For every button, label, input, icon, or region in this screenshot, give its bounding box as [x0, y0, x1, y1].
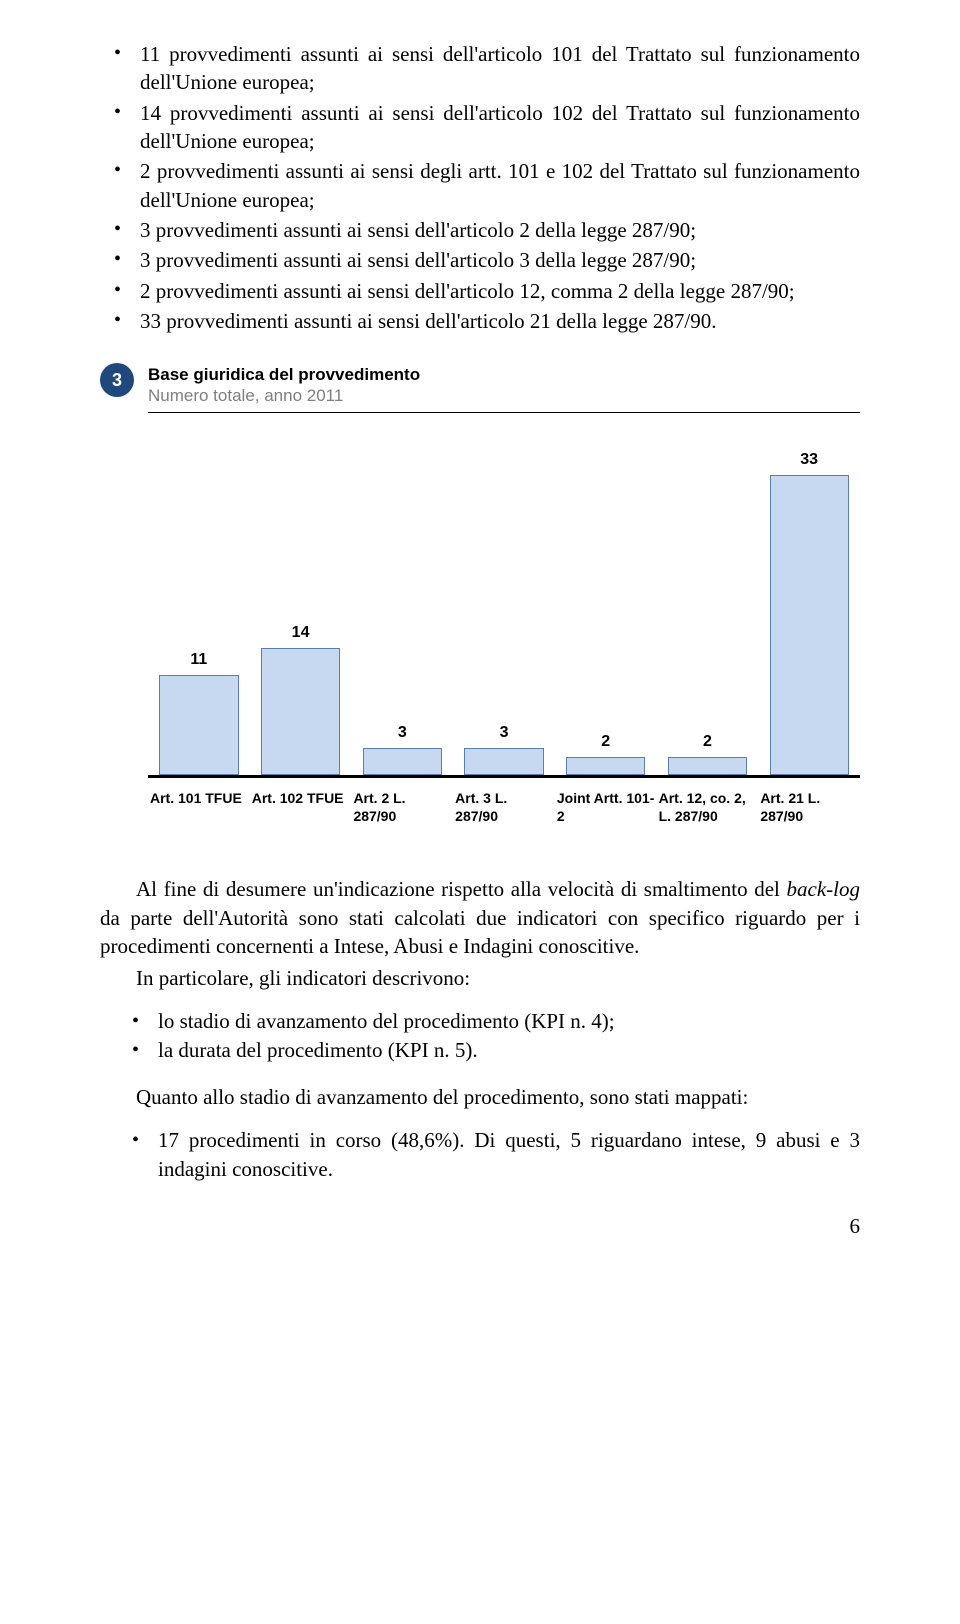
bar-cell: 14	[250, 624, 352, 775]
chart-title-wrap: Base giuridica del provvedimento Numero …	[148, 365, 860, 413]
bar-rect	[566, 757, 645, 775]
chart-title: Base giuridica del provvedimento	[148, 365, 860, 385]
labels-row: Art. 101 TFUEArt. 102 TFUEArt. 2 L. 287/…	[148, 790, 860, 825]
list-item: lo stadio di avanzamento del procediment…	[100, 1007, 860, 1036]
top-bullet-list: 11 provvedimenti assunti ai sensi dell'a…	[100, 40, 860, 335]
chart-subtitle: Numero totale, anno 2011	[148, 386, 860, 406]
list-item: 2 provvedimenti assunti ai sensi degli a…	[100, 157, 860, 214]
category-label: Joint Artt. 101-2	[555, 790, 657, 825]
category-label: Art. 3 L. 287/90	[453, 790, 555, 825]
bar-cell: 11	[148, 651, 250, 775]
chart-block: 3 Base giuridica del provvedimento Numer…	[100, 365, 860, 835]
bar-rect	[261, 648, 340, 775]
chart-header: 3 Base giuridica del provvedimento Numer…	[100, 365, 860, 413]
category-label: Art. 102 TFUE	[250, 790, 352, 825]
list-item: 3 provvedimenti assunti ai sensi dell'ar…	[100, 216, 860, 244]
bar-cell: 2	[657, 733, 759, 775]
list-item: 2 provvedimenti assunti ai sensi dell'ar…	[100, 277, 860, 305]
category-label: Art. 21 L. 287/90	[758, 790, 860, 825]
page: 11 provvedimenti assunti ai sensi dell'a…	[0, 0, 960, 1263]
list-item: 3 provvedimenti assunti ai sensi dell'ar…	[100, 246, 860, 274]
bar-value-label: 11	[190, 651, 207, 669]
paragraph: Al fine di desumere un'indicazione rispe…	[100, 875, 860, 960]
bar-value-label: 2	[601, 733, 610, 751]
category-label: Art. 2 L. 287/90	[351, 790, 453, 825]
list-item: 33 provvedimenti assunti ai sensi dell'a…	[100, 307, 860, 335]
chart-canvas: 1114332233 Art. 101 TFUEArt. 102 TFUEArt…	[148, 435, 860, 835]
bar-cell: 2	[555, 733, 657, 775]
list-item: la durata del procedimento (KPI n. 5).	[100, 1036, 860, 1065]
paragraph: In particolare, gli indicatori descrivon…	[100, 964, 860, 992]
bar-rect	[668, 757, 747, 775]
list-item: 11 provvedimenti assunti ai sensi dell'a…	[100, 40, 860, 97]
text: Al fine di desumere un'indicazione rispe…	[136, 877, 787, 901]
chart-rule	[148, 412, 860, 413]
bar-cell: 3	[351, 724, 453, 775]
category-label: Art. 101 TFUE	[148, 790, 250, 825]
list-item: 17 procedimenti in corso (48,6%). Di que…	[100, 1126, 860, 1185]
mid-bullet-list: lo stadio di avanzamento del procediment…	[100, 1007, 860, 1066]
list-item: 14 provvedimenti assunti ai sensi dell'a…	[100, 99, 860, 156]
chart-number-badge: 3	[100, 363, 134, 397]
paragraph: Quanto allo stadio di avanzamento del pr…	[100, 1083, 860, 1111]
category-label: Art. 12, co. 2, L. 287/90	[657, 790, 759, 825]
bar-value-label: 3	[398, 724, 407, 742]
bar-cell: 33	[758, 451, 860, 775]
text-italic: back-log	[787, 877, 860, 901]
bar-rect	[770, 475, 849, 775]
bar-rect	[159, 675, 238, 775]
bar-value-label: 3	[500, 724, 509, 742]
bars-row: 1114332233	[148, 435, 860, 775]
bottom-bullet-list: 17 procedimenti in corso (48,6%). Di que…	[100, 1126, 860, 1185]
page-number: 6	[850, 1214, 861, 1239]
bar-value-label: 33	[800, 451, 818, 469]
bar-value-label: 14	[292, 624, 310, 642]
bar-rect	[464, 748, 543, 775]
bar-value-label: 2	[703, 733, 712, 751]
bar-cell: 3	[453, 724, 555, 775]
x-axis	[148, 775, 860, 778]
bar-rect	[363, 748, 442, 775]
text: da parte dell'Autorità sono stati calcol…	[100, 906, 860, 958]
